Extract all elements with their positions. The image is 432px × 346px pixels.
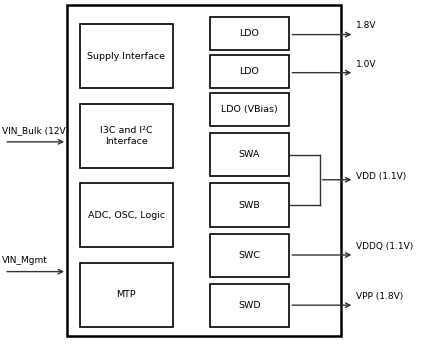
Bar [80,263,173,327]
Text: LDO (VBias): LDO (VBias) [221,105,278,115]
Text: SWC: SWC [238,251,260,260]
Text: 1.8V: 1.8V [356,21,377,30]
Text: LDO: LDO [239,29,260,38]
Bar [210,284,289,327]
Bar [210,183,289,227]
Bar [210,234,289,277]
Text: VIN_Mgmt: VIN_Mgmt [2,256,48,265]
Text: VIN_Bulk (12V): VIN_Bulk (12V) [2,126,69,135]
Text: I3C and I²C
Interface: I3C and I²C Interface [100,126,152,146]
Text: SWA: SWA [239,150,260,160]
Text: SWD: SWD [238,301,261,310]
Bar [67,5,341,336]
Bar [210,133,289,176]
Text: ADC, OSC, Logic: ADC, OSC, Logic [88,211,165,220]
Text: VDD (1.1V): VDD (1.1V) [356,172,407,181]
Bar [210,55,289,88]
Text: Supply Interface: Supply Interface [87,52,165,61]
Bar [80,104,173,168]
Text: SWB: SWB [238,200,260,210]
Text: VDDQ (1.1V): VDDQ (1.1V) [356,242,414,251]
Bar [80,183,173,247]
Text: LDO: LDO [239,67,260,76]
Text: MTP: MTP [117,290,136,300]
Bar [210,17,289,50]
Text: VPP (1.8V): VPP (1.8V) [356,292,403,301]
Text: 1.0V: 1.0V [356,60,377,69]
Bar [210,93,289,126]
Bar [80,24,173,88]
